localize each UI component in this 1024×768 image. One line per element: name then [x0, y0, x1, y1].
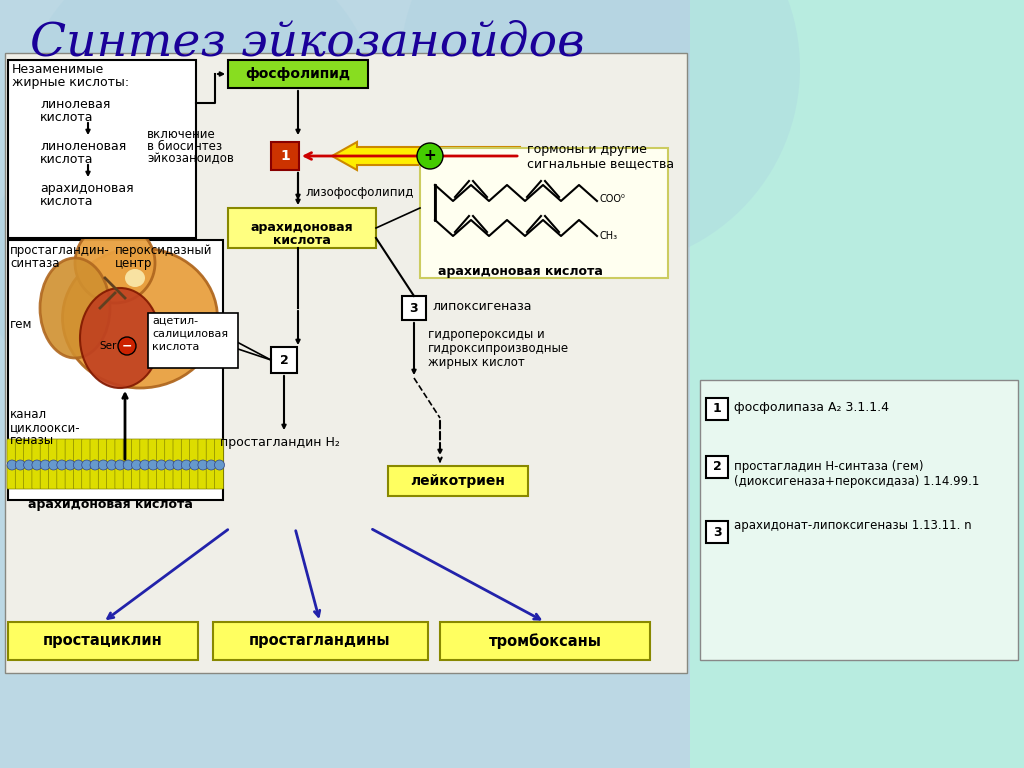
Text: 2: 2 [713, 461, 721, 474]
FancyBboxPatch shape [706, 398, 728, 420]
FancyBboxPatch shape [24, 439, 33, 463]
FancyBboxPatch shape [123, 465, 132, 489]
Circle shape [400, 0, 800, 268]
FancyBboxPatch shape [189, 465, 199, 489]
Circle shape [0, 148, 220, 388]
FancyBboxPatch shape [40, 439, 49, 463]
Circle shape [417, 143, 443, 169]
FancyBboxPatch shape [123, 439, 132, 463]
Text: простагландины: простагландины [249, 634, 391, 648]
FancyBboxPatch shape [140, 465, 148, 489]
FancyBboxPatch shape [8, 240, 223, 500]
FancyBboxPatch shape [198, 439, 207, 463]
Text: циклоокси-: циклоокси- [10, 421, 81, 434]
Circle shape [123, 460, 133, 470]
Text: кислота: кислота [40, 153, 93, 166]
Text: сигнальные вещества: сигнальные вещества [527, 157, 674, 170]
Text: центр: центр [115, 257, 153, 270]
Circle shape [82, 460, 92, 470]
Circle shape [20, 0, 380, 298]
Text: салициловая: салициловая [152, 329, 228, 339]
Text: COO⁰: COO⁰ [599, 194, 625, 204]
FancyBboxPatch shape [56, 439, 66, 463]
Circle shape [165, 460, 175, 470]
Text: лизофосфолипид: лизофосфолипид [305, 186, 414, 199]
FancyBboxPatch shape [148, 465, 157, 489]
Text: 1: 1 [281, 149, 290, 163]
FancyBboxPatch shape [7, 439, 16, 463]
FancyBboxPatch shape [66, 465, 74, 489]
Circle shape [157, 460, 166, 470]
Text: ацетил-: ацетил- [152, 316, 198, 326]
FancyBboxPatch shape [40, 465, 49, 489]
Circle shape [32, 460, 42, 470]
FancyBboxPatch shape [181, 439, 190, 463]
FancyBboxPatch shape [214, 439, 223, 463]
Text: арахидоновая: арахидоновая [40, 182, 133, 195]
Circle shape [206, 460, 216, 470]
Text: Незаменимые: Незаменимые [12, 63, 104, 76]
FancyBboxPatch shape [271, 142, 299, 170]
FancyBboxPatch shape [198, 465, 207, 489]
FancyBboxPatch shape [82, 465, 91, 489]
Ellipse shape [40, 258, 110, 358]
FancyBboxPatch shape [228, 208, 376, 248]
Circle shape [189, 460, 200, 470]
Circle shape [7, 460, 17, 470]
Ellipse shape [75, 223, 155, 303]
Circle shape [24, 460, 34, 470]
Text: жирные кислоты:: жирные кислоты: [12, 76, 129, 89]
Text: +: + [424, 148, 436, 164]
FancyBboxPatch shape [32, 439, 41, 463]
Text: линолевая: линолевая [40, 98, 111, 111]
Text: арахидоновая: арахидоновая [251, 221, 353, 234]
Text: в биосинтез: в биосинтез [147, 140, 222, 153]
Text: фосфолипаза А₂ 3.1.1.4: фосфолипаза А₂ 3.1.1.4 [734, 402, 889, 415]
FancyBboxPatch shape [66, 439, 74, 463]
FancyBboxPatch shape [82, 439, 91, 463]
Circle shape [131, 460, 141, 470]
FancyBboxPatch shape [8, 60, 196, 238]
FancyBboxPatch shape [48, 465, 57, 489]
Text: пероксидазный: пероксидазный [115, 244, 213, 257]
Circle shape [98, 460, 109, 470]
Circle shape [214, 460, 224, 470]
Circle shape [74, 460, 83, 470]
Circle shape [40, 460, 50, 470]
Text: Ser: Ser [99, 341, 117, 351]
FancyBboxPatch shape [206, 439, 215, 463]
FancyBboxPatch shape [74, 465, 82, 489]
Text: Синтез эйкозанойдов: Синтез эйкозанойдов [30, 21, 585, 65]
Text: липоксигеназа: липоксигеназа [432, 300, 531, 313]
FancyBboxPatch shape [115, 465, 124, 489]
Text: (диоксигеназа+пероксидаза) 1.14.99.1: (диоксигеназа+пероксидаза) 1.14.99.1 [734, 475, 979, 488]
FancyBboxPatch shape [90, 439, 99, 463]
Circle shape [173, 460, 183, 470]
Circle shape [181, 460, 191, 470]
Text: кислота: кислота [40, 195, 93, 208]
Text: 1: 1 [713, 402, 721, 415]
FancyBboxPatch shape [32, 465, 41, 489]
Text: фосфолипид: фосфолипид [246, 67, 350, 81]
Text: арахидоновая кислота: арахидоновая кислота [437, 264, 602, 277]
FancyBboxPatch shape [440, 622, 650, 660]
FancyBboxPatch shape [15, 439, 25, 463]
FancyBboxPatch shape [700, 380, 1018, 660]
FancyBboxPatch shape [140, 439, 148, 463]
FancyBboxPatch shape [90, 465, 99, 489]
FancyBboxPatch shape [206, 465, 215, 489]
Text: лейкотриен: лейкотриен [411, 474, 506, 488]
Ellipse shape [125, 269, 145, 287]
FancyBboxPatch shape [388, 466, 528, 496]
Text: кислота: кислота [40, 111, 93, 124]
Text: 3: 3 [410, 302, 419, 315]
FancyBboxPatch shape [173, 465, 182, 489]
FancyBboxPatch shape [271, 347, 297, 373]
Text: гидроксипроизводные: гидроксипроизводные [428, 342, 569, 355]
Circle shape [56, 460, 67, 470]
FancyBboxPatch shape [157, 465, 166, 489]
FancyBboxPatch shape [74, 439, 82, 463]
Text: CH₃: CH₃ [599, 231, 617, 241]
Text: простациклин: простациклин [43, 634, 163, 648]
